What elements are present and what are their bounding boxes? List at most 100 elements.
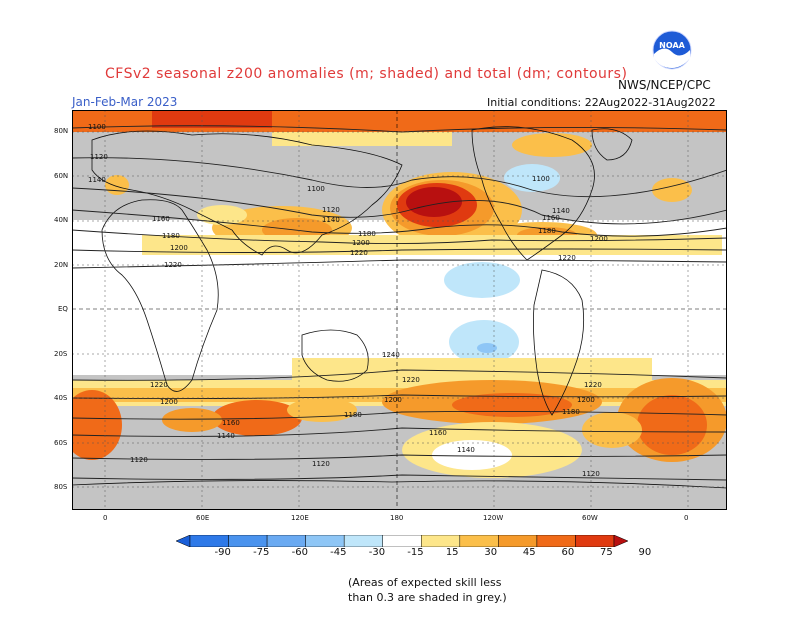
eurasia-outline xyxy=(91,130,403,256)
colorbar-label: 60 xyxy=(561,547,575,558)
contour-label: 1180 xyxy=(344,411,362,419)
colorbar-cell xyxy=(575,535,615,547)
contour-label: 1120 xyxy=(312,460,330,468)
australia-outline xyxy=(301,329,369,382)
height-contours xyxy=(72,125,727,481)
contour-label: 1160 xyxy=(152,215,170,223)
colorbar-cell xyxy=(382,535,422,547)
lat-label: 60S xyxy=(54,439,68,447)
contour-label: 1200 xyxy=(590,235,608,243)
contour-label: 1180 xyxy=(562,408,580,416)
colorbar-cell xyxy=(421,535,461,547)
colorbar-cell xyxy=(459,535,499,547)
colorbar-label: -75 xyxy=(253,547,270,558)
contour-label: 1140 xyxy=(552,207,570,215)
lat-label: 80S xyxy=(54,483,68,491)
contour-label: 1220 xyxy=(150,381,168,389)
lon-label: 0 xyxy=(103,514,108,522)
colorbar-label: -30 xyxy=(368,547,386,558)
contour-label: 1200 xyxy=(577,396,595,404)
contour-label: 1200 xyxy=(384,396,402,404)
antarctica-outline xyxy=(72,480,727,510)
map-frame xyxy=(72,110,727,510)
colorbar xyxy=(176,535,628,547)
contour-labels: 1100 1120 1140 1100 1120 1140 1100 1160 … xyxy=(88,123,608,478)
contour-label: 1100 xyxy=(88,123,106,131)
contour-label: 1180 xyxy=(538,227,556,235)
lon-label: 120W xyxy=(483,514,504,522)
lat-label: 20S xyxy=(54,350,68,358)
lon-label: 60E xyxy=(196,514,210,522)
lat-label: 60N xyxy=(54,172,69,180)
north-america-outline xyxy=(471,126,595,261)
contour-label: 1220 xyxy=(402,376,420,384)
contour-label: 1120 xyxy=(322,206,340,214)
forecast-period: Jan-Feb-Mar 2023 xyxy=(72,95,178,109)
contour-label: 1120 xyxy=(90,153,108,161)
positive-anomaly-north xyxy=(72,110,727,255)
contour-label: 1200 xyxy=(170,244,188,252)
colorbar-label: 15 xyxy=(445,547,459,558)
contour-label: 1120 xyxy=(582,470,600,478)
lon-label: 0 xyxy=(684,514,689,522)
skill-note-line: than 0.3 are shaded in grey.) xyxy=(348,591,507,604)
positive-anomaly-south xyxy=(72,358,727,478)
chart-title: CFSv2 seasonal z200 anomalies (m; shaded… xyxy=(105,66,628,82)
colorbar-cell xyxy=(343,535,383,547)
colorbar-label: 75 xyxy=(600,547,613,558)
contour-label: 1180 xyxy=(358,230,376,238)
colorbar-label: 45 xyxy=(522,547,536,558)
lat-label: 80N xyxy=(54,127,69,135)
contour-label: 1220 xyxy=(164,261,182,269)
contour-label: 1200 xyxy=(352,239,370,247)
contour-label: 1220 xyxy=(350,249,368,257)
lat-label: EQ xyxy=(58,305,68,313)
skill-note-line: (Areas of expected skill less xyxy=(348,576,502,589)
lon-label: 120E xyxy=(291,514,309,522)
anomaly-map: 1100 1120 1140 1100 1120 1140 1100 1160 … xyxy=(72,110,727,510)
contour-label: 1160 xyxy=(542,214,560,222)
contour-label: 1100 xyxy=(532,175,550,183)
colorbar-cell xyxy=(536,535,576,547)
contour-label: 1180 xyxy=(162,232,180,240)
colorbar-cell xyxy=(613,535,628,547)
contour-label: 1240 xyxy=(382,351,400,359)
graticule xyxy=(72,110,727,510)
colorbar-label: 30 xyxy=(484,547,498,558)
colorbar-cell xyxy=(305,535,345,547)
noaa-logo-icon: NOAA xyxy=(652,30,692,70)
contour-label: 1140 xyxy=(322,216,340,224)
lon-label: 60W xyxy=(582,514,598,522)
contour-label: 1160 xyxy=(222,419,240,427)
contour-label: 1220 xyxy=(558,254,576,262)
contour-label: 1140 xyxy=(457,446,475,454)
south-america-outline xyxy=(533,269,585,416)
colorbar-label: -45 xyxy=(330,547,347,558)
colorbar-cell xyxy=(189,535,229,547)
negative-anomaly xyxy=(444,164,560,364)
colorbar-label: 90 xyxy=(638,547,652,558)
lat-label: 40S xyxy=(54,394,68,402)
africa-outline xyxy=(101,199,219,392)
skill-note: (Areas of expected skill less than 0.3 a… xyxy=(348,575,507,605)
contour-label: 1100 xyxy=(307,185,325,193)
lat-label: 20N xyxy=(54,261,69,269)
colorbar-cell xyxy=(266,535,306,547)
greenland-outline xyxy=(591,128,633,161)
colorbar-label: -60 xyxy=(291,547,308,558)
contour-label: 1220 xyxy=(584,381,602,389)
colorbar-label: -15 xyxy=(407,547,424,558)
lon-label: 180 xyxy=(390,514,404,522)
lat-label: 40N xyxy=(54,216,69,224)
contour-label: 1200 xyxy=(160,398,178,406)
colorbar-cell xyxy=(228,535,268,547)
continents xyxy=(72,126,727,510)
colorbar-cell xyxy=(498,535,538,547)
contour-label: 1140 xyxy=(217,432,235,440)
agency-label: NWS/NCEP/CPC xyxy=(618,78,711,92)
initial-conditions: Initial conditions: 22Aug2022-31Aug2022 xyxy=(487,96,716,109)
contour-label: 1120 xyxy=(130,456,148,464)
colorbar-label: -90 xyxy=(214,547,231,558)
logo-text: NOAA xyxy=(659,41,685,50)
contour-label: 1140 xyxy=(88,176,106,184)
